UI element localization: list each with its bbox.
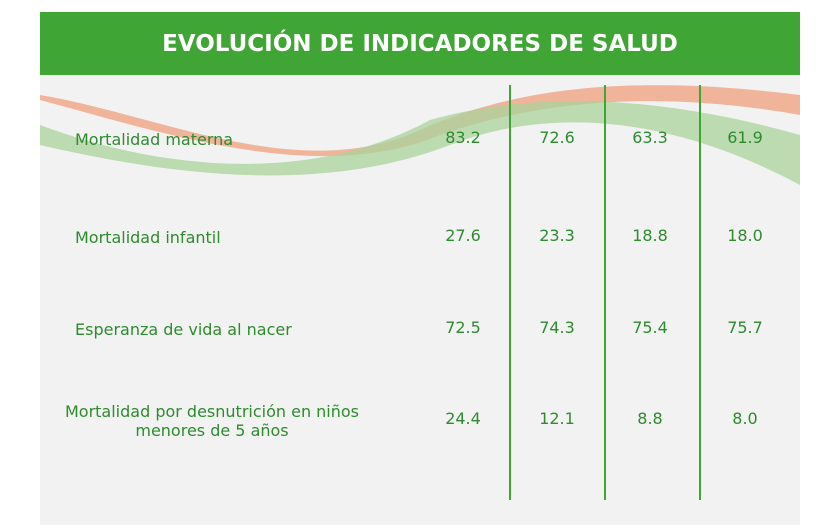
cell-value: 27.6 [445, 226, 481, 245]
cell-value: 12.1 [539, 409, 575, 428]
cell-value: 24.4 [445, 409, 481, 428]
title-bar: EVOLUCIÓN DE INDICADORES DE SALUD [40, 12, 800, 75]
cell-value: 61.9 [727, 128, 763, 147]
cell-value: 75.7 [727, 318, 763, 337]
row-label: Esperanza de vida al nacer [75, 320, 292, 339]
title: EVOLUCIÓN DE INDICADORES DE SALUD [162, 30, 678, 57]
row-label: Mortalidad por desnutrición en niños men… [64, 402, 360, 440]
green-wave [40, 101, 800, 185]
cell-value: 83.2 [445, 128, 481, 147]
cell-value: 18.8 [632, 226, 668, 245]
cell-value: 8.8 [637, 409, 663, 428]
cell-value: 23.3 [539, 226, 575, 245]
cell-value: 75.4 [632, 318, 668, 337]
cell-value: 8.0 [732, 409, 758, 428]
cell-value: 72.5 [445, 318, 481, 337]
row-label: Mortalidad materna [75, 130, 234, 149]
cell-value: 18.0 [727, 226, 763, 245]
cell-value: 74.3 [539, 318, 575, 337]
decoration [40, 85, 800, 500]
cell-value: 72.6 [539, 128, 575, 147]
row-label: Mortalidad infantil [75, 228, 221, 247]
cell-value: 63.3 [632, 128, 668, 147]
